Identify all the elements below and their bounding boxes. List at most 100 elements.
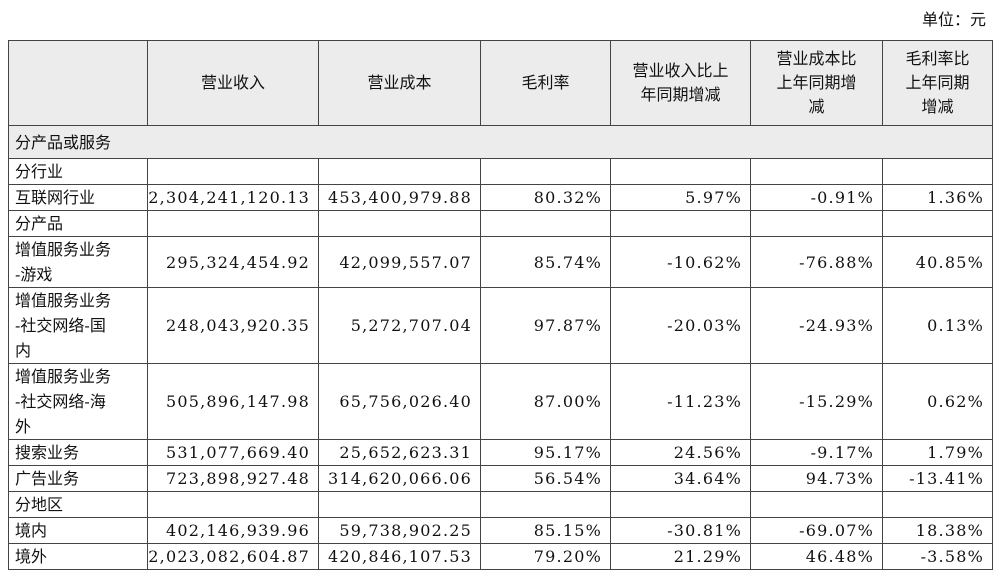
text-line: 上年同期	[905, 73, 970, 92]
text-line: 增减	[921, 97, 954, 116]
header-cell: 营业成本	[318, 40, 481, 126]
empty-cell	[480, 210, 611, 237]
section-cell: 分地区	[8, 491, 148, 518]
text-line: 年同期增减	[640, 85, 721, 104]
header-cell: 营业收入	[147, 40, 319, 126]
section-row: 分产品或服务	[8, 125, 993, 159]
value-cell: 87.00%	[480, 363, 611, 440]
value-cell: 85.15%	[480, 517, 611, 544]
value-cell: 25,652,623.31	[318, 439, 481, 466]
text-line: 毛利率	[521, 73, 570, 92]
section-cell: 分行业	[8, 158, 148, 185]
row-label: 增值服务业务 -社交网络-海外	[8, 363, 148, 440]
text-line: 外	[15, 417, 32, 436]
empty-cell	[480, 158, 611, 185]
value-cell: -20.03%	[610, 287, 751, 364]
data-row: 境内 402,146,939.96 59,738,902.25 85.15% -30.8…	[8, 517, 993, 544]
value-cell: -69.07%	[750, 517, 883, 544]
empty-cell	[147, 158, 319, 185]
value-cell: 18.38%	[882, 517, 993, 544]
row-label: 增值服务业务 -游戏	[8, 236, 148, 288]
empty-cell	[318, 210, 481, 237]
header-cell: 营业成本比上年同期增减	[750, 40, 883, 126]
value-cell: 531,077,669.40	[147, 439, 319, 466]
text-line: 营业成本比	[776, 49, 857, 68]
value-cell: 0.13%	[882, 287, 993, 364]
section-row: 分地区	[8, 491, 993, 518]
unit-label: 单位：元	[921, 10, 986, 29]
empty-cell	[610, 491, 751, 518]
value-cell: 56.54%	[480, 465, 611, 492]
data-row: 互联网行业 2,304,241,120.13 453,400,979.88 80.32…	[8, 184, 993, 211]
value-cell: 248,043,920.35	[147, 287, 319, 364]
row-label: 境外	[8, 543, 148, 570]
value-cell: 94.73%	[750, 465, 883, 492]
text-line: 增值服务业务	[15, 291, 112, 310]
data-row: 搜索业务 531,077,669.40 25,652,623.31 95.17% 24.…	[8, 439, 993, 466]
empty-cell	[480, 491, 611, 518]
empty-cell	[318, 491, 481, 518]
value-cell: -30.81%	[610, 517, 751, 544]
empty-cell	[610, 210, 751, 237]
data-row: 增值服务业务 -社交网络-海外 505,896,147.98 65,756,026.4…	[8, 363, 993, 440]
text-line: 上年同期增	[776, 73, 857, 92]
section-row: 分行业	[8, 158, 993, 185]
value-cell: -10.62%	[610, 236, 751, 288]
value-cell: 2,023,082,604.87	[147, 543, 319, 570]
value-cell: 402,146,939.96	[147, 517, 319, 544]
text-line: 互联网行业	[15, 188, 96, 207]
section-cell: 分产品	[8, 210, 148, 237]
value-cell: -24.93%	[750, 287, 883, 364]
value-cell: 79.20%	[480, 543, 611, 570]
value-cell: 295,324,454.92	[147, 236, 319, 288]
row-label: 互联网行业	[8, 184, 148, 211]
value-cell: -13.41%	[882, 465, 993, 492]
text-line: 增值服务业务	[15, 240, 112, 259]
empty-cell	[610, 158, 751, 185]
value-cell: -3.58%	[882, 543, 993, 570]
value-cell: -15.29%	[750, 363, 883, 440]
text-line: -游戏	[15, 265, 53, 284]
value-cell: 42,099,557.07	[318, 236, 481, 288]
value-cell: 40.85%	[882, 236, 993, 288]
value-cell: 420,846,107.53	[318, 543, 481, 570]
empty-cell	[882, 158, 993, 185]
data-row: 广告业务 723,898,927.48 314,620,066.06 56.54% 34…	[8, 465, 993, 492]
value-cell: 5,272,707.04	[318, 287, 481, 364]
text-line: 增值服务业务	[15, 367, 112, 386]
value-cell: -76.88%	[750, 236, 883, 288]
value-cell: 0.62%	[882, 363, 993, 440]
financial-table: 营业收入 营业成本 毛利率 营业收入比上 年同期增减 营业成本比 上年同期增减毛利率比 上年同…	[8, 40, 993, 570]
text-line: -社交网络-海	[15, 392, 106, 411]
value-cell: 65,756,026.40	[318, 363, 481, 440]
text-line: 内	[15, 341, 32, 360]
empty-cell	[147, 210, 319, 237]
value-cell: 314,620,066.06	[318, 465, 481, 492]
text-line: 减	[808, 97, 825, 116]
value-cell: 59,738,902.25	[318, 517, 481, 544]
header-cell: 营业收入比上 年同期增减	[610, 40, 751, 126]
value-cell: 453,400,979.88	[318, 184, 481, 211]
empty-cell	[147, 491, 319, 518]
data-row: 境外 2,023,082,604.87 420,846,107.53 79.20% 21…	[8, 543, 993, 570]
value-cell: 95.17%	[480, 439, 611, 466]
data-row: 增值服务业务 -社交网络-国内 248,043,920.35 5,272,707.04…	[8, 287, 993, 364]
value-cell: 5.97%	[610, 184, 751, 211]
value-cell: 505,896,147.98	[147, 363, 319, 440]
row-label: 增值服务业务 -社交网络-国内	[8, 287, 148, 364]
text-line: 广告业务	[15, 469, 80, 488]
empty-cell	[750, 491, 883, 518]
value-cell: 46.48%	[750, 543, 883, 570]
value-cell: 723,898,927.48	[147, 465, 319, 492]
empty-cell	[318, 158, 481, 185]
text-line: 营业收入	[200, 73, 265, 92]
empty-cell	[882, 491, 993, 518]
text-line: 境外	[15, 547, 48, 566]
header-cell	[8, 40, 148, 126]
text-line: 营业成本	[367, 73, 432, 92]
header-row: 营业收入 营业成本 毛利率 营业收入比上 年同期增减 营业成本比 上年同期增减毛利率比 上年同…	[8, 40, 993, 126]
section-row: 分产品	[8, 210, 993, 237]
header-cell: 毛利率	[480, 40, 611, 126]
value-cell: 21.29%	[610, 543, 751, 570]
